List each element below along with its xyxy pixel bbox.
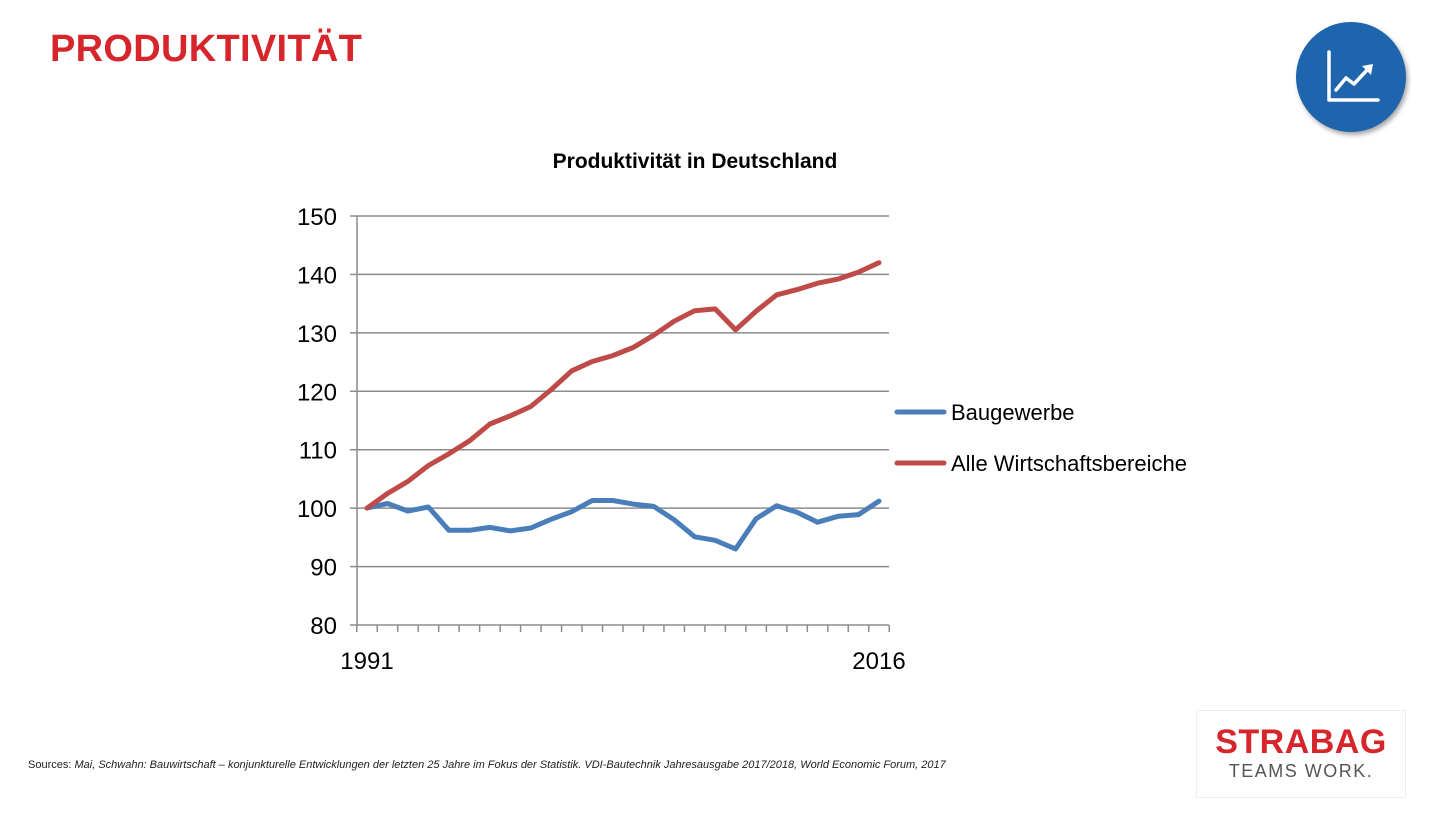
sources-footnote: Sources: Mai, Schwahn: Bauwirtschaft – k… (28, 759, 946, 771)
series-line-baugewerbe (364, 498, 882, 552)
series-line-alle-wirtschaftsbereiche (364, 260, 882, 511)
x-tick-label-last: 2016 (852, 648, 905, 675)
y-tick-label: 120 (297, 379, 337, 406)
sources-text: Mai, Schwahn: Bauwirtschaft – konjunktur… (74, 759, 946, 771)
legend-label-1: Alle Wirtschaftsbereiche (951, 451, 1187, 476)
chart-title: Produktivität in Deutschland (553, 150, 838, 173)
y-tick-label: 130 (297, 321, 337, 348)
chart-badge (1296, 22, 1406, 132)
y-tick-label: 90 (310, 555, 337, 582)
legend-label-0: Baugewerbe (951, 400, 1075, 425)
y-tick-label: 80 (310, 613, 337, 640)
page-title: PRODUKTIVITÄT (50, 28, 363, 70)
logo-name: STRABAG (1215, 723, 1387, 761)
y-tick-label: 150 (297, 204, 337, 231)
sources-prefix: Sources: (28, 759, 72, 771)
x-tick-label-first: 1991 (340, 648, 393, 675)
y-tick-label: 140 (297, 262, 337, 289)
logo-tagline: TEAMS WORK. (1228, 761, 1374, 781)
line-chart-trend-icon (1327, 50, 1380, 102)
y-tick-label: 110 (299, 438, 337, 465)
strabag-logo: STRABAG TEAMS WORK. (1196, 710, 1406, 798)
y-tick-label: 100 (297, 496, 337, 523)
